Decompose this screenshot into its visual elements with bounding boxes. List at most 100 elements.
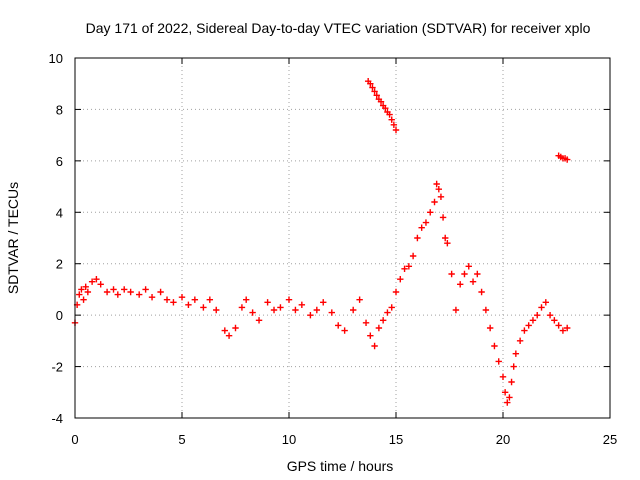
y-axis: -4 -2 0 2 4 6 8 10 — [49, 51, 610, 426]
data-point — [84, 288, 92, 296]
x-tick-label: 5 — [178, 432, 185, 447]
data-point — [285, 296, 293, 303]
data-point — [418, 224, 425, 231]
data-point — [367, 332, 374, 339]
data-point — [452, 306, 460, 314]
data-point — [78, 286, 85, 293]
data-point — [439, 214, 447, 221]
data-point — [422, 219, 430, 226]
data-point — [506, 394, 513, 401]
data-point — [270, 306, 278, 314]
data-point — [200, 304, 207, 311]
data-point — [379, 317, 387, 324]
data-point — [427, 209, 434, 216]
data-point — [371, 342, 378, 350]
data-point — [405, 263, 413, 270]
data-point — [136, 291, 143, 298]
y-tick-label: -4 — [51, 411, 63, 426]
y-tick-label: 0 — [56, 308, 63, 323]
data-point — [521, 327, 528, 334]
data-point — [232, 324, 239, 332]
data-point — [386, 111, 393, 118]
data-point — [529, 317, 537, 324]
data-point — [264, 299, 271, 306]
data-point — [388, 304, 395, 311]
data-point — [465, 263, 472, 270]
data-point — [551, 317, 558, 324]
data-point — [97, 281, 104, 288]
data-point — [243, 296, 250, 303]
data-point — [474, 270, 481, 278]
data-series — [555, 152, 571, 163]
data-point — [409, 252, 417, 260]
data-series — [71, 180, 571, 406]
data-series — [364, 77, 400, 134]
chart-title: Day 171 of 2022, Sidereal Day-to-day VTE… — [86, 20, 591, 36]
data-point — [461, 270, 468, 278]
data-point — [185, 301, 192, 309]
data-point — [292, 306, 299, 314]
y-tick-label: 8 — [56, 102, 63, 117]
data-point — [225, 332, 233, 339]
data-point — [362, 319, 370, 327]
data-point — [499, 373, 507, 381]
y-tick-label: 2 — [56, 257, 63, 272]
data-point — [510, 363, 517, 370]
data-point — [121, 286, 128, 293]
data-point — [93, 275, 100, 283]
data-point — [350, 306, 357, 314]
data-point — [307, 311, 314, 319]
data-point — [238, 304, 246, 311]
x-tick-label: 10 — [282, 432, 296, 447]
data-point — [469, 278, 477, 285]
data-point — [392, 288, 400, 296]
data-point — [213, 306, 220, 314]
data-point — [457, 281, 464, 288]
y-tick-label: 6 — [56, 154, 63, 169]
data-point — [377, 98, 385, 105]
data-point — [512, 350, 520, 357]
data-point — [163, 296, 171, 303]
data-point — [486, 324, 494, 332]
data-point — [88, 278, 96, 285]
data-point — [414, 234, 421, 242]
data-point — [516, 337, 524, 345]
data-point — [335, 322, 342, 329]
data-point — [367, 80, 374, 87]
plot-frame — [74, 57, 611, 419]
data-point — [401, 265, 408, 273]
data-point — [538, 304, 545, 311]
data-point — [559, 327, 567, 334]
data-point — [80, 296, 87, 303]
data-point — [375, 324, 383, 332]
x-tick-label: 20 — [496, 432, 510, 447]
data-point — [178, 293, 186, 301]
x-tick-label: 25 — [603, 432, 617, 447]
data-point — [170, 299, 177, 306]
data-point — [482, 306, 490, 314]
x-axis: 0 5 10 15 20 25 — [71, 58, 617, 447]
data-point — [437, 193, 445, 201]
grid-lines — [75, 58, 610, 418]
data-point — [76, 291, 83, 298]
x-axis-label: GPS time / hours — [287, 458, 394, 474]
data-point — [110, 286, 117, 293]
data-point — [390, 121, 398, 129]
data-point — [448, 270, 455, 278]
plot-points — [71, 77, 571, 406]
data-point — [392, 126, 400, 134]
data-point — [206, 296, 214, 303]
data-point — [356, 296, 363, 303]
data-point — [388, 116, 395, 123]
y-axis-label: SDTVAR / TECUs — [5, 182, 21, 294]
data-point — [127, 288, 134, 296]
data-point — [501, 389, 509, 396]
data-point — [478, 288, 485, 296]
y-tick-label: -2 — [51, 360, 63, 375]
y-tick-label: 10 — [49, 51, 63, 66]
data-point — [555, 322, 562, 329]
data-point — [542, 299, 549, 306]
data-point — [298, 301, 306, 309]
data-point — [191, 296, 199, 303]
